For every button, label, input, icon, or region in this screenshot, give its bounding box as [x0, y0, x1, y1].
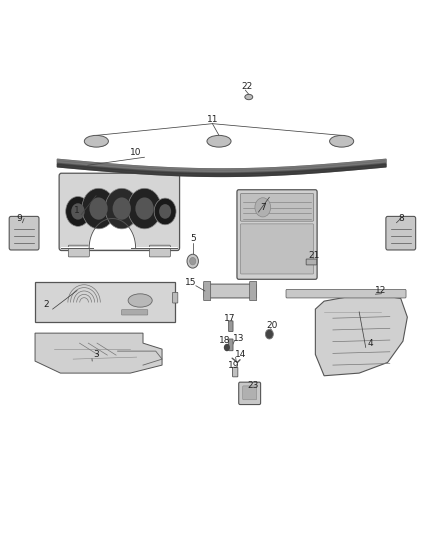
- Ellipse shape: [84, 135, 109, 147]
- Circle shape: [66, 197, 90, 227]
- Text: 21: 21: [309, 252, 320, 260]
- FancyBboxPatch shape: [35, 282, 175, 322]
- Ellipse shape: [329, 135, 354, 147]
- Circle shape: [255, 198, 271, 217]
- FancyBboxPatch shape: [250, 281, 257, 301]
- Text: 10: 10: [130, 149, 141, 157]
- Text: 7: 7: [260, 204, 266, 212]
- FancyBboxPatch shape: [306, 259, 317, 265]
- Text: 12: 12: [375, 286, 387, 295]
- Text: 8: 8: [398, 214, 404, 223]
- Text: 5: 5: [190, 234, 196, 243]
- Text: 13: 13: [233, 334, 244, 343]
- Ellipse shape: [245, 94, 253, 100]
- FancyBboxPatch shape: [243, 386, 257, 400]
- Circle shape: [224, 344, 230, 351]
- Ellipse shape: [331, 140, 353, 147]
- Circle shape: [82, 188, 115, 229]
- Ellipse shape: [208, 140, 230, 147]
- Circle shape: [113, 197, 131, 220]
- Circle shape: [265, 329, 273, 339]
- Text: 11: 11: [207, 116, 218, 124]
- FancyBboxPatch shape: [240, 193, 314, 221]
- Text: 15: 15: [185, 278, 196, 287]
- FancyBboxPatch shape: [229, 321, 233, 332]
- Text: 23: 23: [247, 381, 259, 390]
- Circle shape: [105, 188, 138, 229]
- FancyBboxPatch shape: [204, 284, 256, 298]
- FancyBboxPatch shape: [229, 339, 233, 351]
- Circle shape: [71, 203, 85, 220]
- Circle shape: [190, 257, 196, 265]
- FancyBboxPatch shape: [59, 173, 180, 251]
- Polygon shape: [315, 293, 407, 376]
- Ellipse shape: [85, 140, 107, 147]
- Text: 17: 17: [224, 314, 235, 322]
- Circle shape: [135, 197, 154, 220]
- Polygon shape: [35, 333, 162, 373]
- Text: 14: 14: [235, 350, 247, 359]
- Circle shape: [159, 204, 171, 219]
- Polygon shape: [61, 219, 177, 248]
- FancyBboxPatch shape: [68, 245, 89, 257]
- FancyBboxPatch shape: [286, 289, 406, 298]
- Circle shape: [187, 254, 198, 268]
- Text: 22: 22: [242, 82, 253, 91]
- FancyBboxPatch shape: [240, 224, 314, 274]
- FancyBboxPatch shape: [173, 292, 178, 303]
- Text: 3: 3: [93, 350, 99, 359]
- Circle shape: [154, 198, 176, 225]
- Text: 20: 20: [267, 321, 278, 329]
- Text: 9: 9: [16, 214, 22, 223]
- FancyBboxPatch shape: [386, 216, 416, 250]
- Text: 2: 2: [43, 301, 49, 309]
- Ellipse shape: [207, 135, 231, 147]
- FancyBboxPatch shape: [237, 190, 317, 279]
- Text: 1: 1: [74, 206, 80, 215]
- FancyBboxPatch shape: [9, 216, 39, 250]
- FancyBboxPatch shape: [233, 367, 238, 377]
- Circle shape: [89, 197, 108, 220]
- FancyBboxPatch shape: [149, 245, 170, 257]
- Text: 18: 18: [219, 336, 231, 344]
- FancyBboxPatch shape: [204, 281, 211, 301]
- FancyBboxPatch shape: [239, 382, 261, 405]
- Circle shape: [128, 188, 161, 229]
- FancyBboxPatch shape: [121, 310, 148, 315]
- Text: 4: 4: [367, 340, 373, 348]
- Text: 19: 19: [228, 361, 240, 369]
- Ellipse shape: [128, 294, 152, 307]
